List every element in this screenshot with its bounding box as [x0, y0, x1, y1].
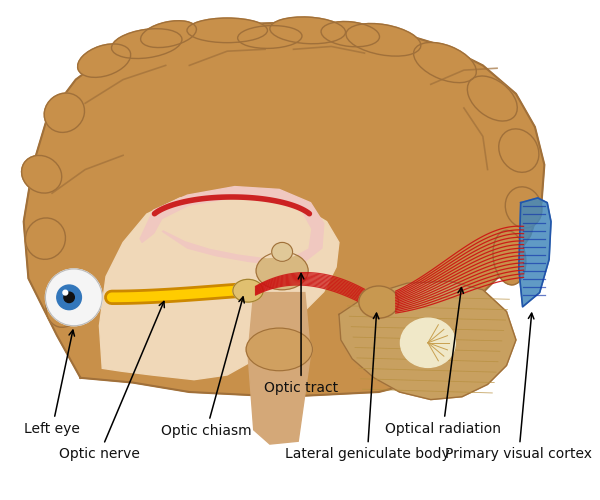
Ellipse shape: [246, 328, 313, 370]
Ellipse shape: [22, 156, 62, 193]
Ellipse shape: [505, 187, 542, 228]
Ellipse shape: [359, 286, 398, 318]
Ellipse shape: [256, 252, 308, 290]
Ellipse shape: [272, 242, 293, 262]
Polygon shape: [151, 199, 311, 258]
Text: Optic chiasm: Optic chiasm: [161, 297, 252, 438]
Ellipse shape: [77, 44, 131, 78]
Ellipse shape: [44, 93, 85, 132]
Text: Optical radiation: Optical radiation: [385, 288, 501, 436]
Ellipse shape: [321, 22, 380, 47]
Text: Primary visual cortex: Primary visual cortex: [445, 313, 592, 462]
Polygon shape: [339, 281, 516, 400]
Polygon shape: [519, 198, 551, 307]
Circle shape: [46, 269, 102, 326]
Ellipse shape: [25, 218, 65, 260]
Ellipse shape: [112, 28, 182, 58]
Ellipse shape: [400, 318, 455, 368]
Ellipse shape: [46, 282, 83, 328]
Ellipse shape: [187, 18, 268, 42]
Circle shape: [57, 285, 82, 310]
Circle shape: [64, 292, 74, 302]
Polygon shape: [100, 192, 339, 380]
Ellipse shape: [233, 280, 263, 302]
Ellipse shape: [346, 24, 421, 56]
Ellipse shape: [499, 129, 539, 172]
Ellipse shape: [140, 20, 196, 48]
Polygon shape: [140, 186, 324, 265]
Ellipse shape: [493, 230, 526, 285]
Ellipse shape: [270, 17, 346, 44]
Text: Left eye: Left eye: [24, 330, 80, 436]
Text: Optic tract: Optic tract: [264, 274, 338, 395]
Ellipse shape: [238, 26, 302, 48]
Polygon shape: [248, 292, 311, 444]
Circle shape: [63, 290, 68, 295]
Ellipse shape: [467, 76, 517, 121]
Text: Lateral geniculate body: Lateral geniculate body: [285, 313, 450, 462]
Ellipse shape: [413, 42, 476, 82]
Text: Optic nerve: Optic nerve: [59, 302, 164, 462]
Polygon shape: [23, 23, 544, 396]
